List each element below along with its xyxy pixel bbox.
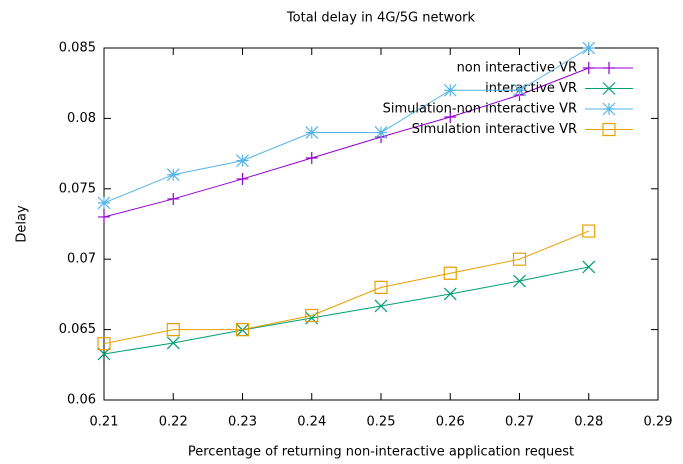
x-tick-label: 0.26 xyxy=(436,415,465,430)
y-tick-label: 0.08 xyxy=(67,111,96,126)
x-tick-label: 0.21 xyxy=(90,415,119,430)
x-tick-label: 0.25 xyxy=(367,415,396,430)
point xyxy=(374,126,388,139)
point xyxy=(443,83,457,97)
x-axis-label: Percentage of returning non-interactive … xyxy=(188,445,574,460)
point xyxy=(305,126,319,139)
point xyxy=(305,308,319,323)
legend-marker xyxy=(602,102,616,116)
y-axis-label: Delay xyxy=(15,205,30,243)
point xyxy=(513,274,526,288)
y-tick-label: 0.065 xyxy=(59,322,96,337)
legend-marker xyxy=(602,122,616,137)
x-tick-label: 0.23 xyxy=(228,415,257,430)
point xyxy=(443,266,457,280)
series-line xyxy=(103,230,589,345)
point xyxy=(512,252,527,266)
y-tick-label: 0.085 xyxy=(59,41,96,56)
legend-label: Simulation interactive VR xyxy=(412,122,577,137)
point xyxy=(167,192,180,205)
point xyxy=(166,336,180,350)
point xyxy=(374,280,388,294)
legend-marker xyxy=(603,62,615,74)
point xyxy=(97,337,111,351)
y-tick-label: 0.07 xyxy=(67,252,96,267)
y-tick-label: 0.06 xyxy=(67,393,96,408)
point xyxy=(444,110,457,123)
point xyxy=(582,41,596,55)
x-tick-label: 0.27 xyxy=(505,415,534,430)
point xyxy=(236,172,249,185)
legend-label: Simulation-non interactive VR xyxy=(383,102,577,117)
point xyxy=(305,151,318,164)
series-line xyxy=(103,67,589,218)
point xyxy=(236,154,249,168)
point xyxy=(582,260,596,274)
point xyxy=(582,224,596,238)
point xyxy=(513,83,526,97)
x-tick-label: 0.24 xyxy=(297,415,326,430)
legend-marker xyxy=(602,82,616,95)
point xyxy=(166,168,180,182)
x-tick-label: 0.22 xyxy=(159,415,188,430)
y-tick-label: 0.075 xyxy=(59,181,96,196)
x-tick-label: 0.29 xyxy=(644,415,673,430)
legend-label: non interactive VR xyxy=(457,61,577,76)
series-line xyxy=(103,47,590,204)
point xyxy=(97,196,111,210)
legend-label: interactive VR xyxy=(485,81,577,96)
point xyxy=(374,299,388,313)
x-tick-label: 0.28 xyxy=(574,415,603,430)
series-line xyxy=(103,266,589,355)
point xyxy=(98,210,110,223)
chart-title: Total delay in 4G/5G network xyxy=(286,11,476,26)
point xyxy=(443,287,457,301)
point xyxy=(166,323,180,337)
point xyxy=(235,323,250,337)
